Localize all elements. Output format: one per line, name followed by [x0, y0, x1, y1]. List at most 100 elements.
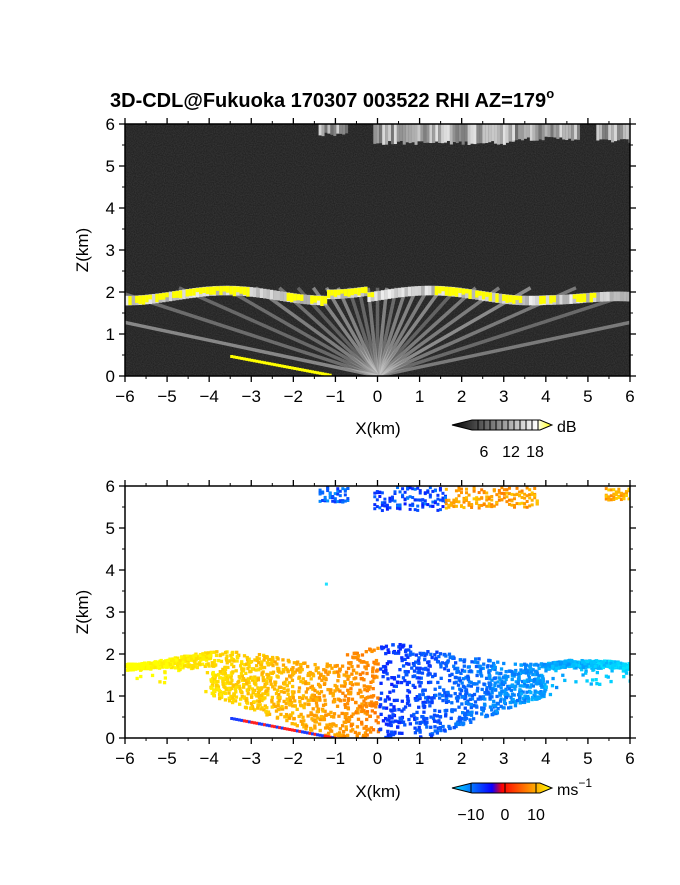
- cloud-velocity: [454, 489, 458, 493]
- velocity-point: [392, 705, 396, 709]
- velocity-point: [272, 687, 277, 691]
- clutter-echo: [230, 355, 234, 358]
- velocity-point: [226, 680, 230, 684]
- velocity-point: [386, 723, 391, 727]
- cloud-echo: [420, 124, 424, 142]
- cloud-velocity: [388, 499, 392, 503]
- velocity-point: [469, 684, 474, 688]
- cloud-velocity: [614, 496, 618, 500]
- velocity-point: [313, 714, 318, 718]
- velocity-point: [504, 669, 508, 674]
- velocity-point: [253, 681, 257, 686]
- velocity-point: [154, 661, 158, 665]
- cloud-velocity: [383, 501, 387, 505]
- velocity-point: [496, 680, 500, 684]
- velocity-point: [373, 662, 377, 666]
- cloud-velocity: [475, 496, 479, 500]
- layer-echo: [377, 290, 381, 301]
- velocity-point: [407, 703, 412, 707]
- velocity-point: [499, 671, 503, 676]
- velocity-point: [255, 699, 260, 703]
- velocity-point: [347, 691, 351, 696]
- velocity-point: [203, 651, 208, 655]
- velocity-point: [507, 687, 511, 691]
- cloud-velocity: [528, 493, 532, 497]
- velocity-point: [426, 668, 430, 672]
- y-tick-label: 2: [106, 645, 115, 664]
- velocity-point: [371, 667, 375, 672]
- velocity-point: [390, 682, 394, 687]
- velocity-point: [257, 686, 261, 691]
- velocity-point: [214, 673, 218, 677]
- layer-echo: [266, 289, 270, 299]
- velocity-point: [386, 648, 390, 652]
- velocity-point: [520, 684, 525, 688]
- velocity-point: [358, 658, 362, 663]
- velocity-point: [433, 673, 437, 677]
- velocity-point: [584, 664, 588, 668]
- velocity-point: [507, 706, 511, 710]
- velocity-point: [212, 693, 216, 698]
- velocity-point: [376, 730, 381, 734]
- velocity-point: [435, 729, 439, 733]
- velocity-point: [544, 685, 548, 690]
- velocity-point: [429, 652, 433, 657]
- velocity-point: [472, 692, 477, 697]
- chart-title: 3D-CDL@Fukuoka 170307 003522 RHI AZ=179o: [110, 86, 554, 112]
- velocity-point: [529, 667, 533, 671]
- velocity-point: [206, 656, 210, 660]
- velocity-point: [433, 708, 437, 713]
- velocity-point: [454, 675, 458, 680]
- cloud-velocity: [421, 505, 425, 509]
- velocity-point: [323, 726, 328, 730]
- velocity-point: [425, 716, 429, 721]
- velocity-point: [425, 725, 429, 729]
- velocity-point: [332, 670, 336, 675]
- velocity-point: [283, 715, 287, 719]
- velocity-point: [297, 676, 301, 680]
- cloud-velocity: [318, 499, 322, 503]
- clutter-velocity: [308, 731, 312, 735]
- velocity-point: [311, 693, 315, 697]
- velocity-point: [346, 707, 351, 711]
- velocity-point: [356, 664, 360, 668]
- velocity-point: [195, 657, 199, 661]
- velocity-point: [262, 708, 266, 712]
- x-tick-label: −3: [242, 387, 261, 406]
- velocity-point: [218, 670, 222, 674]
- cloud-velocity: [475, 501, 479, 505]
- velocity-point: [423, 654, 427, 658]
- velocity-point: [303, 661, 307, 665]
- layer-echo: [411, 286, 415, 297]
- velocity-point: [230, 700, 235, 705]
- velocity-point: [163, 670, 167, 674]
- cloud-velocity: [393, 499, 397, 503]
- velocity-point: [335, 704, 340, 708]
- velocity-point: [238, 676, 242, 680]
- velocity-point: [368, 703, 372, 707]
- cloud-velocity: [535, 502, 539, 506]
- velocity-point: [510, 677, 514, 682]
- velocity-point: [488, 696, 492, 700]
- velocity-point: [464, 693, 468, 697]
- velocity-point: [387, 714, 392, 718]
- velocity-point: [526, 696, 531, 700]
- velocity-point: [379, 691, 384, 695]
- velocity-point: [509, 705, 513, 709]
- cloud-echo: [449, 124, 453, 145]
- cloud-velocity: [380, 509, 384, 513]
- velocity-point: [290, 678, 295, 682]
- velocity-point: [506, 684, 510, 689]
- velocity-point: [490, 690, 494, 695]
- isolated-echo: [324, 582, 328, 586]
- velocity-point: [574, 663, 578, 667]
- velocity-point: [400, 656, 404, 660]
- velocity-point: [398, 642, 402, 647]
- velocity-point: [404, 648, 408, 652]
- velocity-point: [275, 688, 280, 692]
- velocity-point: [364, 701, 368, 706]
- cloud-velocity: [530, 491, 534, 495]
- velocity-point: [469, 702, 474, 707]
- cloud-velocity: [502, 491, 506, 495]
- velocity-point: [565, 663, 569, 667]
